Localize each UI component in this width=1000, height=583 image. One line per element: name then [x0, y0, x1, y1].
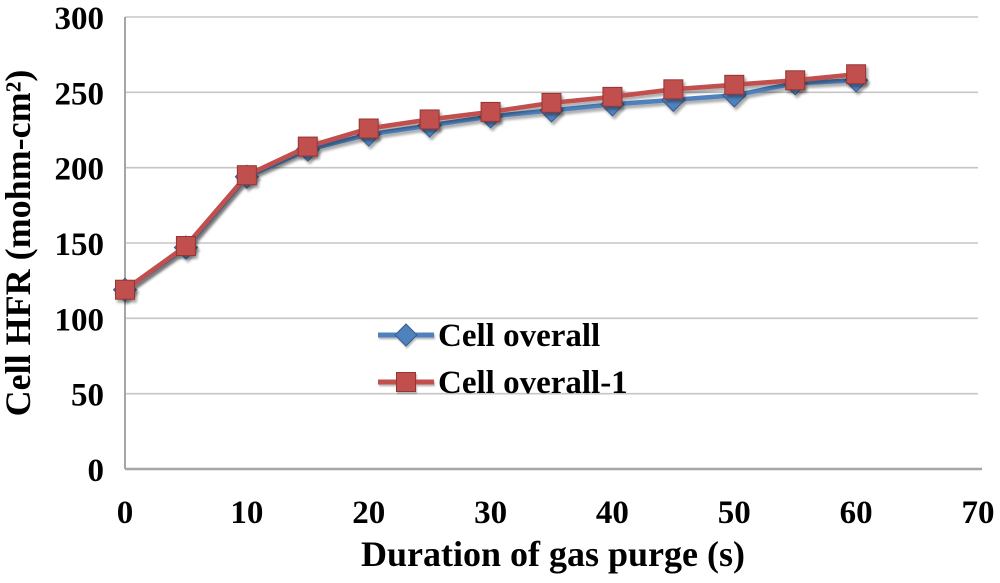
- data-point-cell-overall-1-x0: [115, 279, 135, 300]
- legend-diamond-marker: [394, 323, 418, 347]
- data-point-cell-overall-1-x45: [663, 79, 684, 100]
- legend-item-cell-overall-1: Cell overall-1: [378, 365, 628, 401]
- x-tick-label-70: 70: [962, 495, 995, 531]
- axis-lines: [124, 17, 982, 471]
- data-point-cell-overall-1-x55: [785, 70, 806, 91]
- data-point-cell-overall-1-x15: [297, 136, 318, 157]
- x-tick-label-40: 40: [596, 495, 629, 531]
- y-tick-label-300: 300: [55, 1, 105, 37]
- x-tick-label-0: 0: [117, 495, 134, 531]
- legend: Cell overall Cell overall-1: [378, 318, 628, 401]
- data-point-cell-overall-1-x25: [419, 109, 440, 130]
- data-point-cell-overall-1-x5: [175, 236, 196, 257]
- data-series-layer: [112, 64, 869, 302]
- data-point-cell-overall-1-x50: [724, 74, 745, 95]
- x-tick-label-60: 60: [840, 495, 873, 531]
- x-tick-label-50: 50: [718, 495, 751, 531]
- legend-square-marker: [396, 372, 416, 392]
- y-tick-label-150: 150: [55, 227, 105, 263]
- legend-label-cell-overall: Cell overall: [438, 318, 600, 354]
- data-point-cell-overall-1-x20: [358, 118, 379, 139]
- x-axis-tick-labels: 0 10 20 30 40 50 60 70: [117, 495, 995, 531]
- legend-marker-group: [378, 372, 434, 392]
- y-tick-label-50: 50: [71, 378, 104, 414]
- data-point-cell-overall-1-x60: [846, 64, 867, 85]
- y-tick-label-250: 250: [55, 76, 105, 112]
- data-point-cell-overall-1-x30: [480, 101, 501, 122]
- data-point-cell-overall-1-x40: [602, 86, 623, 107]
- x-tick-label-20: 20: [352, 495, 385, 531]
- legend-label-cell-overall-1: Cell overall-1: [438, 365, 628, 401]
- y-axis-tick-labels: 0 50 100 150 200 250 300: [55, 1, 105, 489]
- data-point-cell-overall-1-x35: [541, 92, 562, 113]
- y-axis-title: Cell HFR (mohm-cm²): [0, 70, 38, 417]
- y-tick-label-0: 0: [88, 453, 105, 489]
- x-axis-title: Duration of gas purge (s): [361, 534, 745, 574]
- x-tick-label-30: 30: [474, 495, 507, 531]
- series-cell-overall-1: [115, 64, 867, 300]
- y-tick-label-100: 100: [55, 302, 105, 338]
- x-tick-label-10: 10: [230, 495, 263, 531]
- legend-item-cell-overall: Cell overall: [378, 318, 600, 354]
- y-tick-label-200: 200: [55, 152, 105, 188]
- legend-marker-group: [378, 323, 434, 347]
- data-point-cell-overall-1-x10: [236, 165, 257, 186]
